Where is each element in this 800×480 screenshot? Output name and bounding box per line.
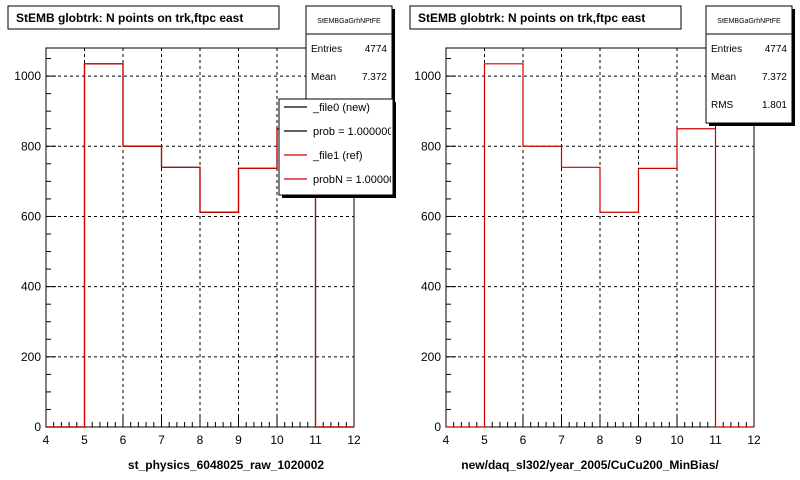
histogram-bin xyxy=(677,129,716,427)
y-tick-label: 800 xyxy=(421,139,441,153)
chart-title: StEMB globtrk: N points on trk,ftpc east xyxy=(16,11,243,25)
legend-entry-label: prob = 1.000000 xyxy=(313,126,393,138)
stats-mean-value: 7.372 xyxy=(362,72,387,83)
x-tick-label: 7 xyxy=(558,433,565,447)
histogram-bin xyxy=(639,168,678,427)
y-tick-label: 800 xyxy=(21,139,41,153)
histogram-bin xyxy=(200,212,239,427)
x-tick-label: 5 xyxy=(81,433,88,447)
stats-name: StEMBGaGrhNPtFE xyxy=(717,18,781,25)
legend-entry-label: _file0 (new) xyxy=(312,102,370,114)
x-axis-title: st_physics_6048025_raw_1020002 xyxy=(128,458,324,472)
stats-box xyxy=(705,5,793,124)
histogram-bin xyxy=(123,146,162,427)
stats-rms-value: 1.801 xyxy=(762,100,787,111)
histogram-bin xyxy=(162,167,201,427)
histogram-bin xyxy=(85,64,124,427)
x-tick-label: 10 xyxy=(670,433,684,447)
histogram-series-1 xyxy=(446,63,754,428)
stats-entries-value: 4774 xyxy=(365,44,388,55)
x-tick-label: 7 xyxy=(158,433,165,447)
histogram-bin xyxy=(562,167,601,427)
y-tick-label: 0 xyxy=(434,420,441,434)
y-tick-label: 0 xyxy=(34,420,41,434)
legend-entry-label: _file1 (ref) xyxy=(312,150,363,162)
y-tick-label: 1000 xyxy=(414,69,441,83)
x-tick-label: 8 xyxy=(197,433,204,447)
x-tick-label: 9 xyxy=(635,433,642,447)
y-tick-label: 600 xyxy=(21,209,41,223)
x-tick-label: 9 xyxy=(235,433,242,447)
stats-entries-label: Entries xyxy=(311,44,342,55)
stats-mean-label: Mean xyxy=(311,72,336,83)
x-tick-label: 10 xyxy=(270,433,284,447)
x-tick-label: 11 xyxy=(709,433,722,447)
x-tick-label: 4 xyxy=(43,433,50,447)
y-tick-label: 400 xyxy=(421,280,441,294)
histogram-bin xyxy=(523,146,562,427)
x-axis-title: new/daq_sl302/year_2005/CuCu200_MinBias/ xyxy=(461,458,719,472)
x-tick-label: 12 xyxy=(747,433,761,447)
y-tick-label: 200 xyxy=(421,350,441,364)
y-tick-label: 1000 xyxy=(14,69,41,83)
x-tick-label: 11 xyxy=(309,433,322,447)
title-box xyxy=(409,5,682,30)
stats-mean-label: Mean xyxy=(711,72,736,83)
legend: _file0 (new) prob = 1.000000 _file1 (ref) p… xyxy=(284,102,401,186)
chart-title: StEMB globtrk: N points on trk,ftpc east xyxy=(418,11,645,25)
x-tick-label: 6 xyxy=(120,433,127,447)
x-tick-label: 8 xyxy=(597,433,604,447)
histogram-panel-1: 4 5 6 7 8 9 10 11 12 0 200 400 600 800 1000 StEMB globt… xyxy=(7,5,401,472)
histogram-bin xyxy=(485,64,524,427)
stats-entries-value: 4774 xyxy=(765,44,788,55)
stats-entries-label: Entries xyxy=(711,44,742,55)
x-tick-label: 6 xyxy=(520,433,527,447)
histogram-bin xyxy=(600,212,639,427)
histogram-bin xyxy=(239,168,278,427)
x-tick-label: 5 xyxy=(481,433,488,447)
y-tick-label: 400 xyxy=(21,280,41,294)
histogram-panel-2: 4 5 6 7 8 9 10 11 12 0 200 400 600 800 1000 StEMB globt… xyxy=(409,5,795,472)
x-tick-label: 4 xyxy=(443,433,450,447)
stats-rms-label: RMS xyxy=(711,100,734,111)
legend-entry-label: probN = 1.000000 xyxy=(313,174,401,186)
stats-mean-value: 7.372 xyxy=(762,72,787,83)
title-box xyxy=(7,5,280,30)
x-tick-label: 12 xyxy=(347,433,361,447)
plot-frame xyxy=(445,47,755,428)
stats-name: StEMBGaGrhNPtFE xyxy=(317,18,381,25)
y-tick-label: 600 xyxy=(421,209,441,223)
y-tick-label: 200 xyxy=(21,350,41,364)
